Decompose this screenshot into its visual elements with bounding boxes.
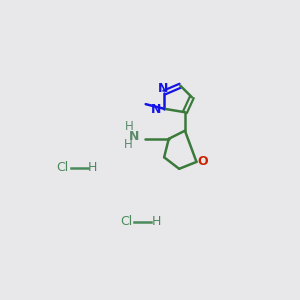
Text: Cl: Cl bbox=[56, 161, 69, 174]
Text: N: N bbox=[151, 103, 161, 116]
Text: H: H bbox=[88, 161, 97, 174]
Text: N: N bbox=[158, 82, 168, 95]
Text: O: O bbox=[198, 155, 208, 168]
Text: N: N bbox=[129, 130, 139, 143]
Text: H: H bbox=[124, 138, 133, 151]
Text: H: H bbox=[152, 215, 161, 229]
Text: H: H bbox=[125, 120, 134, 133]
Text: Cl: Cl bbox=[120, 215, 132, 229]
